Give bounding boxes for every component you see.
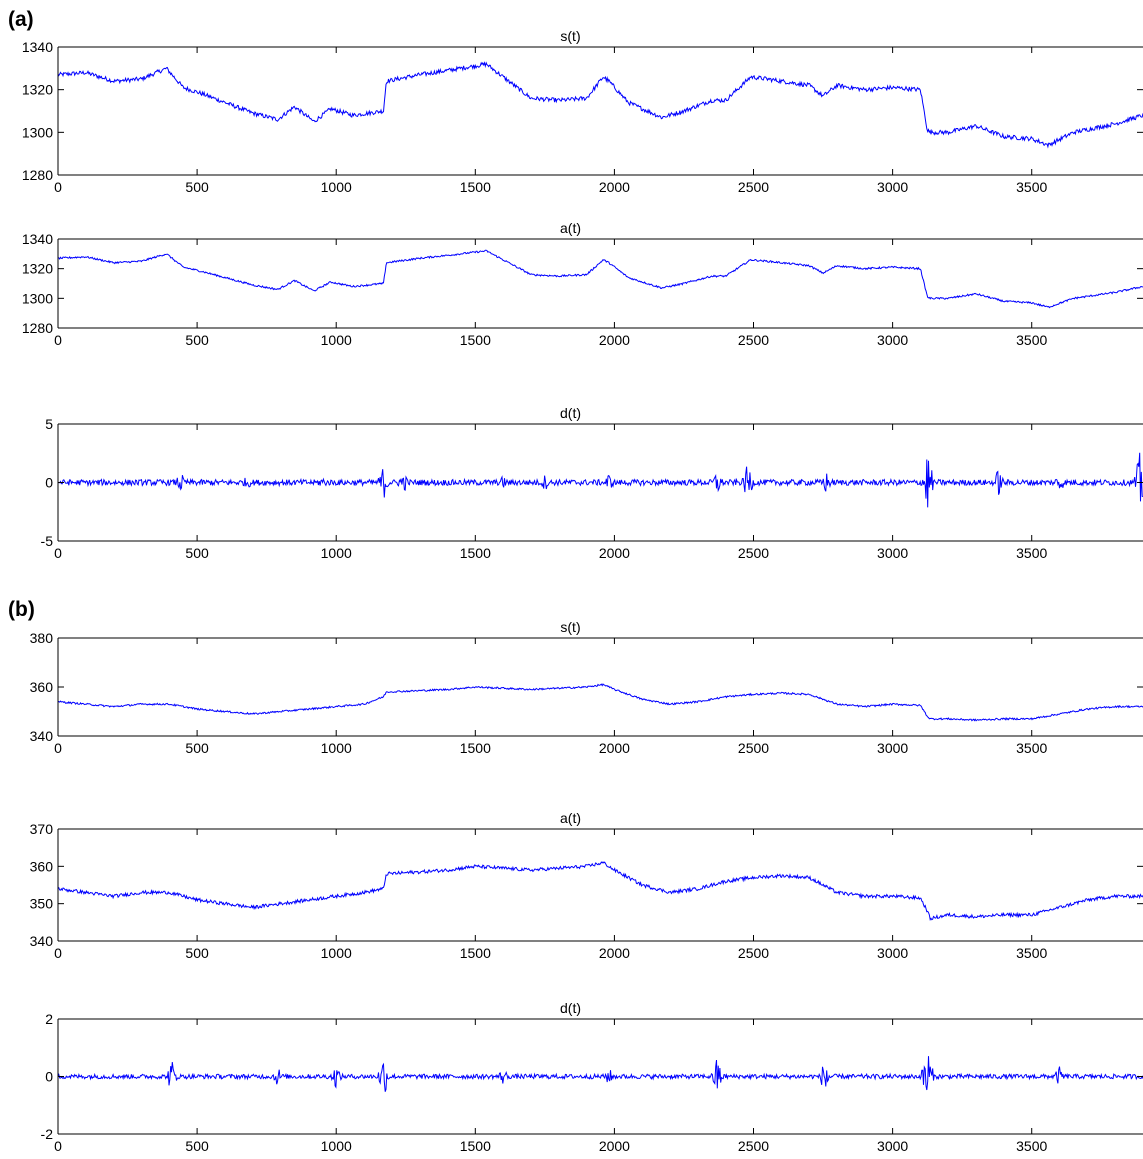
x-tick-label: 0 — [54, 1138, 62, 1154]
y-tick-label: 5 — [45, 416, 53, 432]
subplot-title: a(t) — [560, 220, 581, 236]
x-tick-label: 3500 — [1016, 179, 1047, 195]
x-tick-label: 1000 — [321, 740, 352, 756]
y-tick-label: 1320 — [22, 261, 53, 277]
y-tick-label: -2 — [41, 1126, 54, 1142]
x-tick-label: 0 — [54, 545, 62, 561]
y-tick-label: 0 — [45, 1069, 53, 1085]
y-tick-label: 1300 — [22, 124, 53, 140]
x-tick-label: 3500 — [1016, 545, 1047, 561]
x-tick-label: 1500 — [460, 332, 491, 348]
y-tick-label: 1280 — [22, 167, 53, 183]
x-tick-label: 2000 — [599, 945, 630, 961]
x-tick-label: 1000 — [321, 332, 352, 348]
subplot-title: d(t) — [560, 1000, 581, 1016]
y-tick-label: 0 — [45, 475, 53, 491]
x-tick-label: 2500 — [738, 545, 769, 561]
x-tick-label: 1500 — [460, 545, 491, 561]
x-tick-label: 2500 — [738, 945, 769, 961]
series-line — [57, 452, 1143, 508]
y-tick-label: 1340 — [22, 231, 53, 247]
subplot-5: a(t) 0 500 1000 1500 2000 2500 3000 3500 340 350 36… — [30, 810, 1143, 961]
y-tick-label: 1340 — [22, 39, 53, 55]
y-tick-label: 380 — [30, 630, 54, 646]
x-tick-label: 2500 — [738, 179, 769, 195]
y-tick-label: 370 — [30, 821, 54, 837]
y-tick-label: -5 — [41, 533, 54, 549]
panel-label-b: (b) — [8, 598, 35, 621]
series-line — [57, 1056, 1143, 1092]
x-tick-label: 2000 — [599, 740, 630, 756]
x-tick-label: 2000 — [599, 179, 630, 195]
subplot-2: a(t) 0 500 1000 1500 2000 2500 3000 3500 1280 1300… — [22, 220, 1143, 348]
x-tick-label: 3000 — [877, 179, 908, 195]
x-tick-label: 1500 — [460, 740, 491, 756]
x-tick-label: 500 — [185, 945, 209, 961]
y-tick-label: 1320 — [22, 82, 53, 98]
x-tick-label: 2000 — [599, 1138, 630, 1154]
x-tick-label: 1000 — [321, 179, 352, 195]
x-tick-label: 1500 — [460, 1138, 491, 1154]
x-tick-label: 2000 — [599, 332, 630, 348]
y-tick-label: 350 — [30, 896, 54, 912]
x-tick-label: 0 — [54, 332, 62, 348]
subplot-title: s(t) — [560, 619, 580, 635]
series-line — [57, 683, 1143, 722]
x-tick-label: 500 — [185, 332, 209, 348]
x-tick-label: 3500 — [1016, 1138, 1047, 1154]
x-tick-label: 3500 — [1016, 945, 1047, 961]
x-tick-label: 1500 — [460, 179, 491, 195]
series-line — [57, 61, 1143, 149]
y-tick-label: 360 — [30, 679, 54, 695]
x-tick-label: 2500 — [738, 740, 769, 756]
x-tick-label: 3000 — [877, 545, 908, 561]
series-line — [57, 861, 1143, 921]
x-tick-label: 0 — [54, 740, 62, 756]
x-tick-label: 500 — [185, 1138, 209, 1154]
x-tick-label: 500 — [185, 179, 209, 195]
x-tick-label: 2500 — [738, 332, 769, 348]
subplot-1: s(t) 0 500 1000 1500 2000 2500 3000 3500 1280 1300… — [22, 28, 1143, 195]
subplot-title: d(t) — [560, 405, 581, 421]
y-tick-label: 1300 — [22, 290, 53, 306]
series-line — [57, 249, 1143, 309]
subplot-title: s(t) — [560, 28, 580, 44]
y-tick-label: 340 — [30, 728, 54, 744]
x-tick-label: 3000 — [877, 740, 908, 756]
y-tick-label: 340 — [30, 933, 54, 949]
x-tick-label: 3500 — [1016, 332, 1047, 348]
x-tick-label: 3000 — [877, 332, 908, 348]
x-tick-label: 3000 — [877, 1138, 908, 1154]
x-tick-label: 1000 — [321, 1138, 352, 1154]
y-tick-label: 2 — [45, 1011, 53, 1027]
x-tick-label: 1000 — [321, 545, 352, 561]
x-tick-label: 0 — [54, 945, 62, 961]
x-tick-label: 500 — [185, 545, 209, 561]
x-tick-label: 1500 — [460, 945, 491, 961]
x-tick-label: 500 — [185, 740, 209, 756]
x-tick-label: 3000 — [877, 945, 908, 961]
x-tick-label: 2500 — [738, 1138, 769, 1154]
x-tick-label: 0 — [54, 179, 62, 195]
x-tick-label: 3500 — [1016, 740, 1047, 756]
panel-label-a: (a) — [8, 8, 34, 31]
subplot-3: d(t)0 500 1000 1500 2000 2500 3000 3500-505 — [41, 405, 1143, 561]
x-tick-label: 2000 — [599, 545, 630, 561]
subplot-title: a(t) — [560, 810, 581, 826]
subplot-4: s(t) 0 500 1000 1500 2000 2500 3000 3500 340 360 38… — [30, 619, 1143, 756]
y-tick-label: 1280 — [22, 320, 53, 336]
y-tick-label: 360 — [30, 858, 54, 874]
subplot-6: d(t)0 500 1000 1500 2000 2500 3000 3500-202 — [41, 1000, 1143, 1154]
x-tick-label: 1000 — [321, 945, 352, 961]
